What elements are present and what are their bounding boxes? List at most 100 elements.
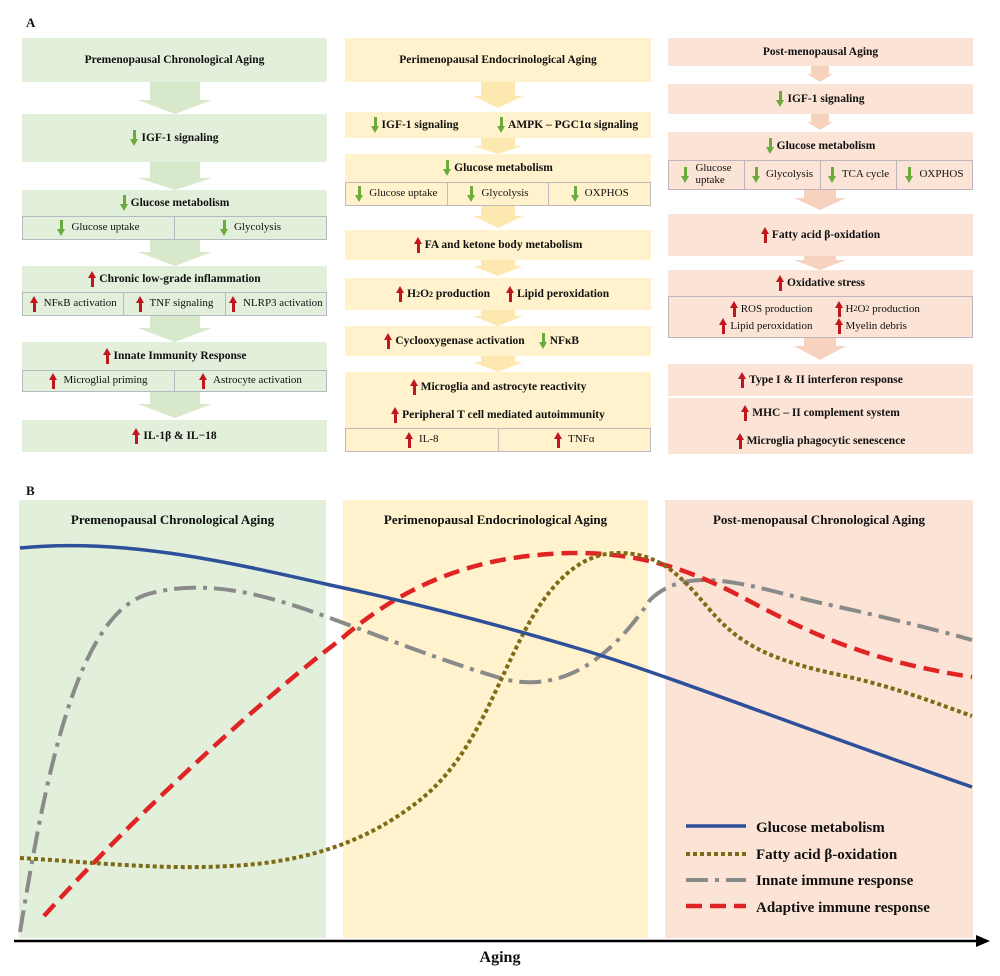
col3-fatty: Fatty acid β-oxidation [668, 214, 973, 256]
up-arrow-icon [834, 300, 844, 317]
legend-label-adaptive: Adaptive immune response [756, 899, 930, 916]
col1-glucose-row: Glucose uptake Glycolysis [22, 216, 327, 240]
col1-astrocyte: Astrocyte activation [175, 370, 327, 392]
col1-innate-row: Microglial priming Astrocyte activation [22, 370, 327, 392]
col2-title: Perimenopausal Endocrinological Aging [345, 38, 651, 82]
down-arrow-icon [776, 91, 785, 107]
phase-label-premenopausal: Premenopausal Chronological Aging [70, 512, 275, 527]
down-arrow-icon [219, 220, 229, 236]
up-arrow-icon [199, 373, 208, 389]
col1-title: Premenopausal Chronological Aging [22, 38, 327, 82]
up-arrow-icon [738, 372, 747, 388]
col2-glucose-uptake: Glucose uptake [345, 182, 448, 206]
curve-adaptive-immune [42, 550, 973, 918]
col1-tnf: TNF signaling [124, 292, 226, 316]
col1-glycolysis: Glycolysis [175, 216, 327, 240]
phase-label-postmenopausal: Post-menopausal Chronological Aging [712, 512, 926, 527]
col3-lipid: Lipid peroxidation [669, 317, 821, 334]
col2-glucose-row: Glucose uptake Glycolysis OXPHOS [345, 182, 652, 206]
curve-fatty-acid [19, 550, 973, 870]
col2-glucose: Glucose metabolism [345, 154, 651, 182]
down-arrow-icon [570, 186, 580, 202]
down-arrow-icon [681, 167, 690, 183]
col2-glycolysis: Glycolysis [447, 182, 550, 206]
up-arrow-icon [135, 296, 145, 312]
col2-tnfa: TNFα [498, 428, 651, 452]
down-arrow-icon [119, 195, 129, 211]
col3-oxphos: OXPHOS [897, 160, 973, 190]
down-arrow-icon [57, 220, 66, 236]
legend-label-glucose: Glucose metabolism [756, 820, 885, 836]
col2-signaling-row: IGF-1 signaling AMPK – PGC1α signaling [345, 112, 651, 138]
col1-nfkb: NFκB activation [22, 292, 125, 316]
down-arrow-icon [497, 117, 506, 133]
curve-glucose [19, 543, 973, 789]
up-arrow-icon [132, 428, 141, 444]
up-arrow-icon [834, 317, 844, 334]
up-arrow-icon [396, 286, 405, 302]
down-arrow-icon [765, 138, 775, 154]
col2-fa: FA and ketone body metabolism [345, 230, 651, 260]
up-arrow-icon [409, 379, 419, 395]
col2-tcell: Peripheral T cell mediated autoimmunity [345, 402, 651, 428]
up-arrow-icon [741, 405, 750, 421]
up-arrow-icon [384, 333, 393, 349]
col3-glucose: Glucose metabolism [668, 132, 973, 160]
down-arrow-icon [370, 117, 380, 133]
col3-title: Post-menopausal Aging [668, 38, 973, 66]
up-arrow-icon [775, 275, 785, 291]
panel-b-letter: B [26, 483, 35, 498]
col3-interferon: Type I & II interferon response [668, 364, 973, 396]
column-premenopausal: Premenopausal Chronological Aging IGF-1 … [22, 38, 327, 458]
up-arrow-icon [228, 296, 238, 312]
up-arrow-icon [719, 317, 728, 334]
col1-microglial: Microglial priming [22, 370, 175, 392]
col3-myelin: Myelin debris [821, 317, 973, 334]
x-axis-label: Aging [479, 949, 521, 966]
down-arrow-icon [905, 167, 914, 183]
down-arrow-icon [538, 333, 548, 349]
col1-glucose-uptake: Glucose uptake [22, 216, 175, 240]
up-arrow-icon [735, 433, 745, 449]
up-arrow-icon [760, 227, 770, 243]
panel-a-letter: A [26, 15, 36, 30]
up-arrow-icon [29, 296, 39, 312]
up-arrow-icon [729, 300, 739, 317]
col2-oxphos: OXPHOS [549, 182, 652, 206]
down-arrow-icon [355, 186, 364, 202]
down-arrow-icon [443, 160, 452, 176]
column-postmenopausal: Post-menopausal Aging IGF-1 signaling Gl… [668, 38, 973, 458]
col3-glucose-uptake: Glucose uptake [668, 160, 745, 190]
col1-inflammation: Chronic low-grade inflammation [22, 266, 327, 292]
col3-oxidative: Oxidative stress [668, 270, 973, 296]
col3-senescence: Microglia phagocytic senescence [668, 428, 973, 454]
down-arrow-icon [827, 167, 837, 183]
down-arrow-icon [467, 186, 476, 202]
phase-bg-perimenopausal [343, 500, 648, 938]
col3-glucose-row: Glucose uptake Glycolysis TCA cycle OXPHO… [668, 160, 973, 190]
up-arrow-icon [506, 286, 515, 302]
legend: Glucose metabolism Fatty acid β-oxidatio… [756, 815, 930, 921]
legend-label-fatty-acid: Fatty acid β-oxidation [756, 846, 898, 863]
column-perimenopausal: Perimenopausal Endocrinological Aging IG… [345, 38, 652, 458]
curve-innate-immune [18, 578, 973, 933]
col2-ampk: AMPK – PGC1α signaling [484, 112, 651, 138]
col2-cox: Cyclooxygenase activation [345, 326, 539, 356]
col2-cytokine-row: IL-8 TNFα [345, 428, 651, 452]
col2-cox-row: Cyclooxygenase activation NFκB [345, 326, 651, 356]
col3-mhc: MHC – II complement system [668, 398, 973, 428]
col1-igf: IGF-1 signaling [22, 114, 327, 162]
down-arrow-icon [130, 130, 139, 146]
col3-igf: IGF-1 signaling [668, 84, 973, 114]
col3-tca: TCA cycle [821, 160, 897, 190]
up-arrow-icon [391, 407, 400, 423]
phase-label-perimenopausal: Perimenopausal Endocrinological Aging [383, 512, 608, 527]
col2-nfkb: NFκB [538, 326, 651, 356]
col2-il8: IL-8 [345, 428, 499, 452]
col1-innate: Innate Immunity Response [22, 342, 327, 370]
col2-lipid: Lipid peroxidation [506, 278, 651, 310]
